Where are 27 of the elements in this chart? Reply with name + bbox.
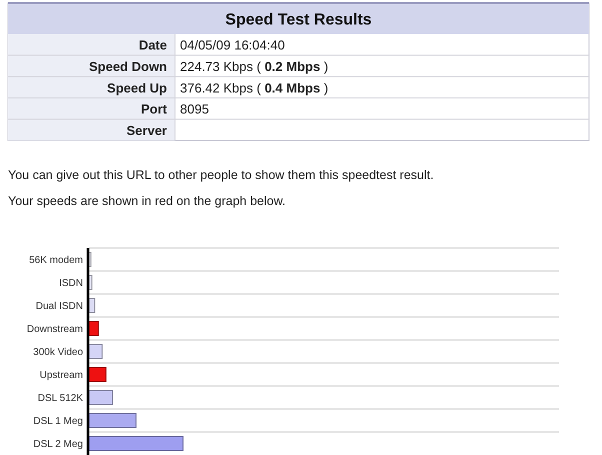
y-tick-label: DSL 512K xyxy=(38,393,84,404)
bar xyxy=(88,413,136,428)
bar xyxy=(88,344,103,359)
bar xyxy=(88,321,99,336)
bar xyxy=(88,436,184,451)
y-tick-label: DSL 1 Meg xyxy=(33,416,83,427)
y-tick-label: ISDN xyxy=(59,278,83,289)
text: Your speeds are shown in red on the graph below. xyxy=(8,194,286,208)
y-tick-label: Dual ISDN xyxy=(36,301,83,312)
text: You can give out this URL to other people to show them this speedtest result. xyxy=(8,168,434,182)
text: 376.42 Kbps ( 0.4 Mbps ) xyxy=(180,80,328,96)
text: Speed Test Results xyxy=(225,12,372,28)
text: Speed Down xyxy=(88,58,168,74)
text: 8095 xyxy=(180,102,209,117)
text: Speed Up xyxy=(107,80,168,96)
text: Port xyxy=(141,102,168,117)
text: 04/05/09 16:04:40 xyxy=(180,38,285,53)
bar xyxy=(88,390,113,405)
y-tick-label: Upstream xyxy=(40,370,83,381)
y-tick-label: 56K modem xyxy=(29,255,83,266)
y-tick-label: 300k Video xyxy=(33,347,84,358)
bar xyxy=(88,367,106,382)
y-tick-label: DSL 2 Meg xyxy=(33,439,83,450)
text: Server xyxy=(126,122,167,138)
text: Date xyxy=(138,38,167,53)
text: 224.73 Kbps ( 0.2 Mbps ) xyxy=(180,58,328,74)
y-tick-label: Downstream xyxy=(26,324,83,335)
